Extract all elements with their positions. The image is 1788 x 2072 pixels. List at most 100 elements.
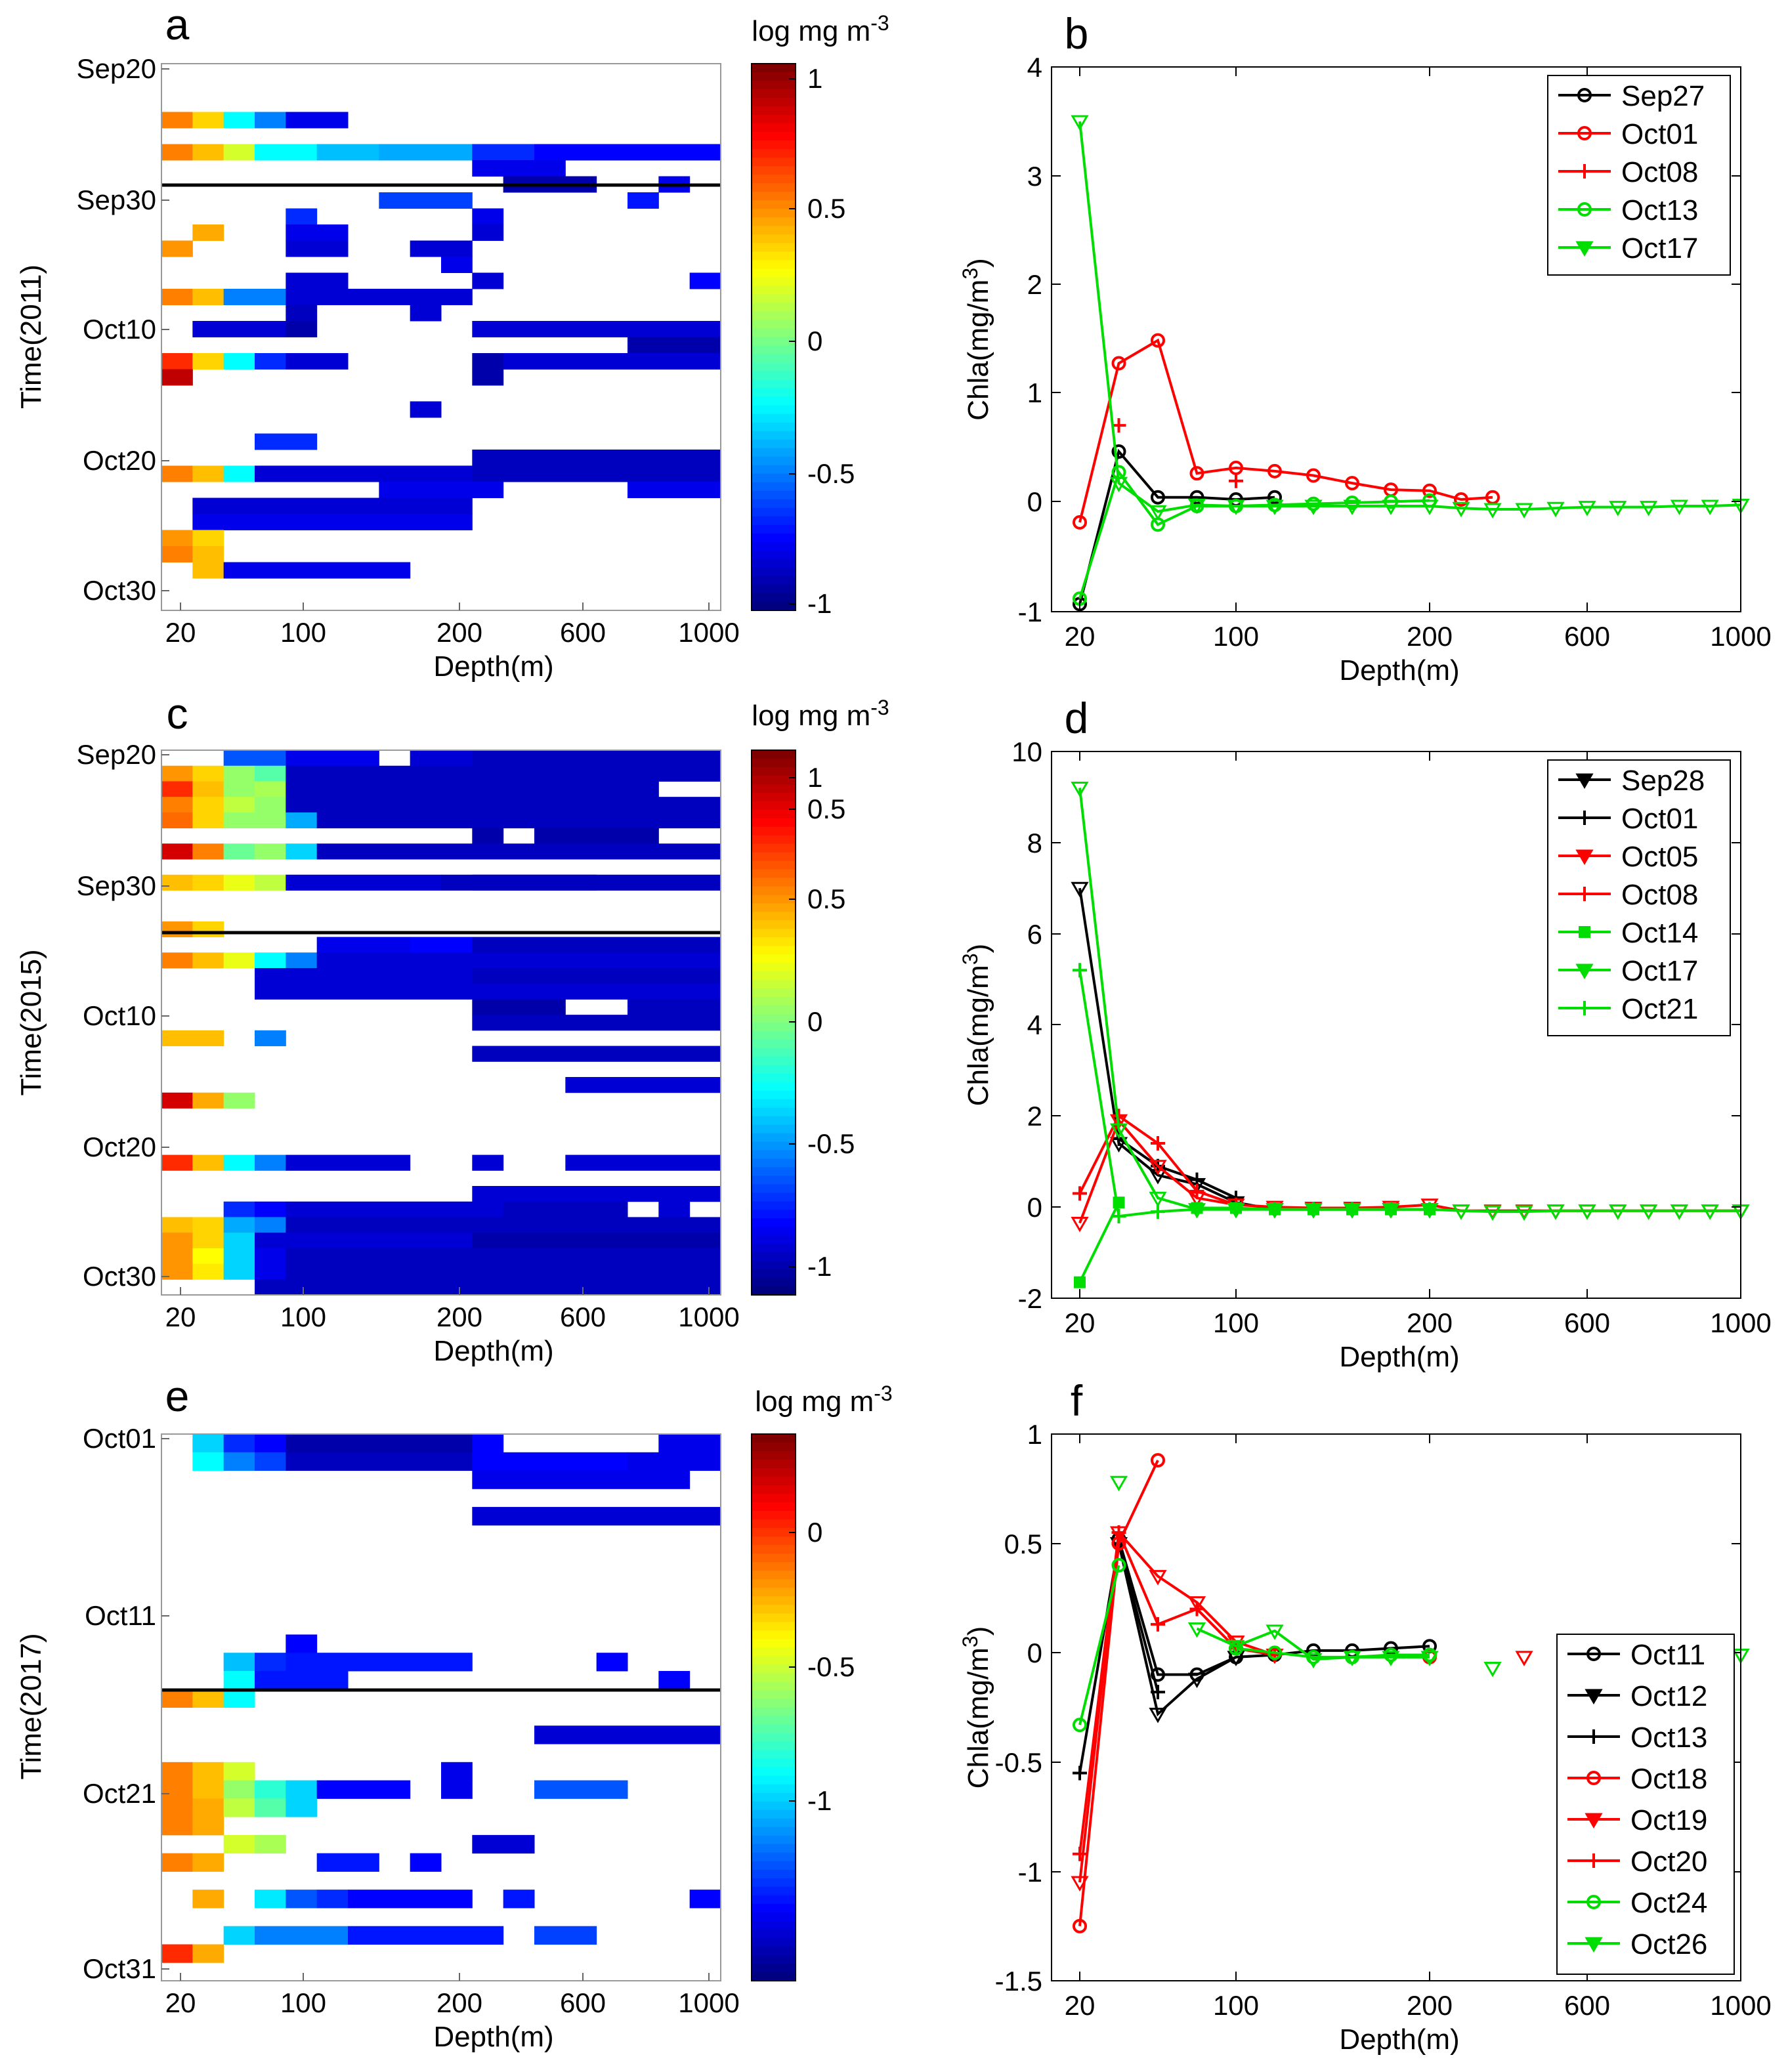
heatmap-cell: [192, 321, 286, 337]
x-tick-label: 100: [1213, 621, 1259, 652]
heatmap-cell: [286, 781, 659, 797]
heatmap-cell: [223, 1154, 255, 1171]
heatmap-cell: [192, 1248, 224, 1265]
heatmap-cell: [192, 144, 224, 161]
heatmap-cell: [255, 1834, 286, 1854]
heatmap-cell: [472, 1434, 504, 1453]
legend-label: Oct17: [1621, 232, 1698, 264]
y-tick-label: 10: [1011, 736, 1042, 767]
heatmap-cell: [192, 1030, 224, 1047]
data-point: [1151, 333, 1165, 348]
colorbar-segment: [752, 81, 796, 90]
colorbar-segment: [752, 1023, 796, 1032]
x-axis-label: Depth(m): [433, 650, 553, 683]
series-line: [1078, 448, 1275, 604]
colorbar-segment: [752, 337, 796, 347]
heatmap-cell: [472, 874, 721, 891]
heatmap-cell: [286, 1798, 318, 1817]
heatmap-cell: [286, 1201, 473, 1217]
colorbar-segment: [752, 1767, 796, 1777]
colorbar-segment: [752, 371, 796, 381]
x-tick-label: 200: [1407, 1990, 1453, 2021]
heatmap-cell: [410, 1853, 442, 1872]
heatmap-cell: [223, 514, 473, 530]
heatmap-cell: [596, 1653, 628, 1672]
heatmap-cell: [534, 1725, 721, 1744]
data-point: [1546, 501, 1565, 518]
data-point: [1151, 1685, 1165, 1700]
heatmap-cell: [161, 1944, 193, 1963]
y-tick-label: 0.5: [1004, 1529, 1042, 1559]
heatmap-cell: [161, 546, 193, 562]
heatmap-cell: [472, 160, 535, 177]
data-point: [1483, 503, 1502, 518]
heatmap-cell: [286, 1452, 473, 1471]
heatmap-cell: [255, 983, 721, 1000]
data-point: [1071, 881, 1089, 898]
data-point: [1073, 1765, 1087, 1781]
legend-marker: [1585, 1689, 1603, 1704]
data-point: [1227, 1639, 1245, 1656]
colorbar-segment: [752, 1639, 796, 1648]
data-point: [1304, 499, 1323, 515]
heatmap-cell: [286, 497, 473, 515]
colorbar-segment: [752, 345, 796, 355]
legend-label: Oct05: [1621, 841, 1698, 873]
heatmap-cell: [472, 1015, 721, 1031]
plot-axes: [1051, 1433, 1741, 1981]
heatmap-cell: [410, 1263, 721, 1280]
data-point: [1267, 490, 1282, 505]
heatmap-cell: [192, 1217, 224, 1233]
heatmap-cell: [192, 353, 224, 370]
heatmap-cell: [689, 1890, 721, 1909]
heatmap-cell: [628, 1452, 691, 1471]
heatmap-cell: [161, 1689, 193, 1708]
heatmap-cell: [286, 353, 349, 370]
heatmap-cell: [223, 1762, 255, 1781]
heatmap-cell: [472, 224, 504, 241]
heatmap-cell: [223, 1217, 255, 1233]
x-tick-label: 600: [1564, 621, 1610, 652]
colorbar-segment: [752, 1707, 796, 1717]
heatmap-cell: [161, 1263, 193, 1280]
heatmap-cell: [255, 1780, 286, 1799]
data-point: [1073, 1186, 1087, 1201]
heatmap-cell: [534, 160, 566, 177]
colorbar-segment: [752, 422, 796, 432]
data-point: [1639, 501, 1658, 517]
legend-label: Oct13: [1630, 1722, 1707, 1754]
heatmap-cell: [255, 1653, 286, 1672]
heatmap-cell: [161, 921, 193, 938]
heatmap-cell: [379, 482, 504, 498]
colorbar-segment: [752, 541, 796, 551]
heatmap-cell: [255, 1233, 286, 1249]
heatmap-panel-e: 20 100 200 600 1000 Oct01 Oct11 Oct21 Oct31 Depth…: [15, 1372, 740, 2053]
colorbar-segment: [752, 1047, 796, 1057]
x-tick-label: 600: [560, 1301, 606, 1332]
series-Oct08: [1111, 418, 1243, 488]
heatmap-cell: [255, 1452, 286, 1471]
legend-label: Oct13: [1621, 194, 1698, 226]
heatmap-cell: [192, 1853, 224, 1872]
heatmap-cell: [255, 353, 286, 370]
data-point: [1149, 1191, 1167, 1208]
series-Oct14: [1074, 1196, 1436, 1288]
heatmap-cell: [628, 482, 721, 498]
data-point: [1515, 1651, 1533, 1666]
heatmap-cell: [472, 968, 721, 984]
colorbar-segment: [752, 482, 796, 492]
heatmap-panel-c: 20 100 200 600 1000 Sep20 Sep30 Oct10 Oct20 Oct30…: [15, 689, 740, 1367]
heatmap-cell: [410, 401, 442, 418]
colorbar-segment: [752, 149, 796, 158]
heatmap-cell: [286, 240, 349, 257]
legend-label: Oct14: [1621, 917, 1698, 949]
colorbar-segment: [752, 388, 796, 398]
panel-label: a: [165, 0, 190, 49]
x-axis-label: Depth(m): [433, 1335, 553, 1367]
colorbar-segment: [752, 1588, 796, 1597]
colorbar-title-exponent: -3: [874, 1382, 892, 1405]
heatmap-cell: [286, 750, 379, 767]
colorbar-tick-label: -1: [807, 1251, 832, 1282]
colorbar-segment: [752, 877, 796, 887]
heatmap-cell: [161, 843, 193, 860]
